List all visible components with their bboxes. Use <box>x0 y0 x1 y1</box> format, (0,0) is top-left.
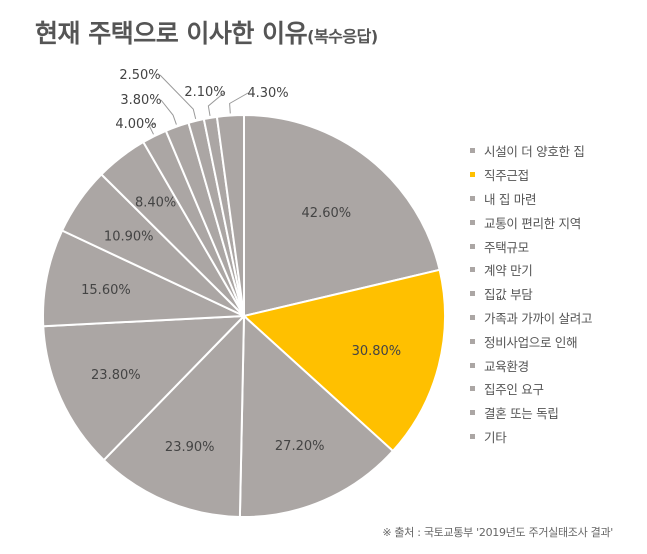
leader-line-11 <box>159 74 197 119</box>
legend-label: 시설이 더 양호한 집 <box>484 144 585 160</box>
legend-item: 교통이 편리한 지역 <box>470 210 592 234</box>
pie-data-label-1: 42.60% <box>302 206 352 221</box>
legend-swatch <box>470 362 475 368</box>
legend-label: 기타 <box>484 429 507 445</box>
pie-slice-4 <box>102 315 245 518</box>
pie-data-label-6: 15.60% <box>81 283 131 298</box>
leader-line-10 <box>160 99 177 125</box>
legend-label: 결혼 또는 독립 <box>484 406 559 422</box>
legend-swatch <box>470 219 475 225</box>
legend-label: 교통이 편리한 지역 <box>484 215 581 231</box>
page-title: 현재 주택으로 이사한 이유(복수응답) <box>35 14 378 50</box>
legend-swatch <box>470 195 475 201</box>
pie-slice-1 <box>243 114 441 317</box>
legend-item: 시설이 더 양호한 집 <box>470 139 592 163</box>
legend-label: 집값 부담 <box>484 287 533 303</box>
legend-swatch <box>470 148 475 154</box>
legend-item: 결혼 또는 독립 <box>470 401 592 425</box>
chart-title: 현재 주택으로 이사한 이유 <box>35 19 308 48</box>
legend-item: 교육환경 <box>470 353 592 377</box>
legend-item: 주택규모 <box>470 234 592 258</box>
legend-item: 집값 부담 <box>470 282 592 306</box>
pie-data-label-3: 27.20% <box>275 439 325 454</box>
legend-swatch <box>470 314 475 320</box>
chart-subtitle: (복수응답) <box>307 27 378 46</box>
pie-slice-2 <box>243 268 446 452</box>
source-note: ※ 출처 : 국토교통부 '2019년도 주거실태조사 결과' <box>382 526 613 539</box>
pie-slice-6 <box>42 229 245 328</box>
legend-label: 계약 만기 <box>484 263 533 279</box>
legend-item: 정비사업으로 인해 <box>470 329 592 353</box>
pie-data-label-11: 2.50% <box>119 68 160 83</box>
pie-data-label-12: 2.10% <box>184 85 225 100</box>
legend-swatch <box>470 338 475 344</box>
pie-data-label-2: 30.80% <box>352 344 402 359</box>
leader-line-9 <box>148 123 157 135</box>
legend-label: 정비사업으로 인해 <box>484 334 578 350</box>
pie-data-label-8: 8.40% <box>135 195 176 210</box>
legend-swatch <box>470 172 475 178</box>
pie-slice-3 <box>238 315 394 518</box>
legend-label: 교육환경 <box>484 358 529 374</box>
leader-line-13 <box>229 92 249 114</box>
legend-label: 직주근접 <box>484 168 529 184</box>
pie-data-label-10: 3.80% <box>120 93 161 108</box>
pie-data-label-9: 4.00% <box>115 117 156 132</box>
legend-swatch <box>470 243 475 249</box>
legend-swatch <box>470 410 475 416</box>
pie-slice-5 <box>42 315 245 462</box>
pie-data-label-4: 23.90% <box>165 440 215 455</box>
legend-item: 가족과 가까이 살려고 <box>470 306 592 330</box>
legend-item: 직주근접 <box>470 163 592 187</box>
pie-data-label-7: 10.90% <box>104 229 154 244</box>
leader-line-12 <box>207 91 226 116</box>
legend-swatch <box>470 386 475 392</box>
legend-swatch <box>470 433 475 439</box>
legend-swatch <box>470 267 475 273</box>
pie-data-label-5: 23.80% <box>91 368 141 383</box>
legend-label: 내 집 마련 <box>484 191 537 207</box>
pie-data-label-13: 4.30% <box>247 86 288 101</box>
legend-swatch <box>470 291 475 297</box>
legend-item: 기타 <box>470 425 592 449</box>
legend-item: 계약 만기 <box>470 258 592 282</box>
legend-item: 집주인 요구 <box>470 377 592 401</box>
legend-item: 내 집 마련 <box>470 187 592 211</box>
legend-label: 주택규모 <box>484 239 529 255</box>
legend-label: 가족과 가까이 살려고 <box>484 310 593 326</box>
legend-label: 집주인 요구 <box>484 382 544 398</box>
pie-slice-13 <box>215 114 245 317</box>
